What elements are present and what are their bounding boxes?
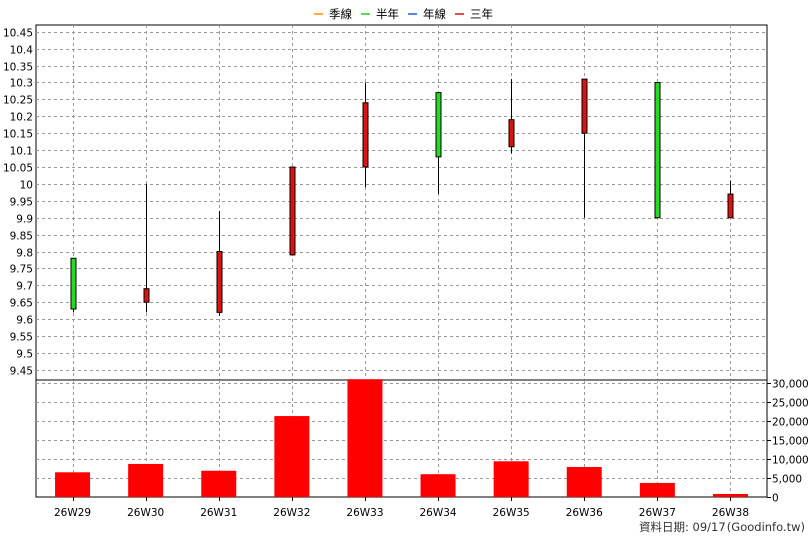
candle-body <box>143 288 150 303</box>
candle-26W30 <box>143 183 150 313</box>
volume-bar-26W29 <box>55 472 91 497</box>
price-tick-label: 9.9 <box>16 214 33 226</box>
price-y-axis: 9.45 9.5 9.55 9.6 9.65 9.7 9.75 9.8 9.85 9.9 9.95 1… <box>3 28 33 378</box>
volume-tick-label: 20,000 <box>772 417 808 429</box>
candle-26W34 <box>435 92 442 195</box>
data-date-label: 資料日期: 09/17 <box>639 520 726 534</box>
x-tick-label: 26W29 <box>54 507 91 519</box>
x-tick-label: 26W33 <box>346 507 383 519</box>
x-tick-label: 26W35 <box>493 507 530 519</box>
price-tick-label: 10.45 <box>3 28 33 40</box>
volume-bar-26W32 <box>274 416 310 497</box>
volume-bar-series <box>55 379 748 497</box>
price-tick-label: 9.45 <box>10 366 33 378</box>
candle-26W35 <box>508 79 515 154</box>
volume-tick-label: 0 <box>772 493 779 505</box>
price-tick-label: 10.35 <box>3 62 33 74</box>
price-tick-label: 9.75 <box>10 264 33 276</box>
price-tick-label: 10.1 <box>10 146 33 158</box>
legend-label: 季線 <box>329 7 352 21</box>
candle-26W36 <box>581 78 588 218</box>
x-tick-label: 26W31 <box>200 507 237 519</box>
candle-body <box>508 119 515 148</box>
legend: 季線 半年 年線 三年 <box>314 7 493 21</box>
price-gridlines <box>36 25 767 380</box>
candle-body <box>362 102 369 168</box>
x-tick-label: 26W30 <box>127 507 164 519</box>
candle-26W32 <box>289 166 296 256</box>
candle-26W38 <box>727 180 734 219</box>
volume-bar-26W30 <box>128 463 164 497</box>
candle-body <box>727 193 734 219</box>
legend-label: 年線 <box>423 7 446 21</box>
price-tick-label: 10 <box>20 180 33 192</box>
price-tick-label: 9.7 <box>16 281 33 293</box>
volume-bar-26W38 <box>712 493 748 497</box>
price-tick-label: 10.3 <box>10 78 33 90</box>
volume-bar-26W33 <box>347 379 383 497</box>
volume-bar-26W34 <box>420 474 456 497</box>
x-tick-label: 26W32 <box>273 507 310 519</box>
volume-tick-label: 5,000 <box>772 474 802 486</box>
volume-bar-26W31 <box>201 470 237 497</box>
legend-item-4: 三年 <box>455 7 493 21</box>
price-tick-label: 9.85 <box>10 231 33 243</box>
legend-item-1: 季線 <box>314 7 352 21</box>
candlestick-series <box>70 78 734 316</box>
volume-bar-26W37 <box>639 482 675 497</box>
price-tick-label: 10.05 <box>3 163 33 175</box>
price-tick-label: 10.25 <box>3 95 33 107</box>
volume-bar-26W36 <box>566 466 602 497</box>
x-tick-label: 26W38 <box>712 507 749 519</box>
legend-item-3: 年線 <box>408 7 446 21</box>
price-tick-label: 9.55 <box>10 332 33 344</box>
price-tick-label: 9.95 <box>10 197 33 209</box>
candle-body <box>654 81 661 219</box>
price-tick-label: 9.6 <box>16 315 33 327</box>
price-tick-label: 9.65 <box>10 298 33 310</box>
price-plot-area <box>35 24 768 381</box>
x-tick-label: 26W37 <box>639 507 676 519</box>
candle-body <box>216 251 223 313</box>
volume-tick-label: 10,000 <box>772 455 808 467</box>
price-tick-label: 10.2 <box>10 112 33 124</box>
price-tick-label: 9.5 <box>16 349 33 361</box>
price-tick-label: 9.8 <box>16 248 33 260</box>
candle-body <box>435 92 442 158</box>
candle-body <box>289 166 296 256</box>
legend-label: 半年 <box>376 7 399 21</box>
volume-tick-label: 25,000 <box>772 398 808 410</box>
volume-y-axis: 0 5,000 10,000 15,000 20,000 25,000 30,000 <box>767 379 808 505</box>
volume-tick-label: 30,000 <box>772 379 808 391</box>
candle-26W29 <box>70 257 77 313</box>
candle-26W31 <box>216 210 223 316</box>
legend-item-2: 半年 <box>361 7 399 21</box>
price-tick-label: 10.4 <box>10 45 34 57</box>
legend-label: 三年 <box>470 7 493 21</box>
x-tick-label: 26W34 <box>419 507 456 519</box>
x-tick-label: 26W36 <box>566 507 603 519</box>
candle-body <box>70 257 77 310</box>
source-label: (Goodinfo.tw) <box>727 520 805 534</box>
volume-tick-label: 15,000 <box>772 436 808 448</box>
volume-bar-26W35 <box>493 461 529 497</box>
price-tick-label: 10.15 <box>3 129 33 141</box>
week-x-axis: 26W29 26W30 26W31 26W32 26W33 26W34 26W35 26W36… <box>54 497 749 519</box>
candle-body <box>581 78 588 134</box>
candle-26W37 <box>654 81 661 219</box>
candle-26W33 <box>362 82 369 188</box>
